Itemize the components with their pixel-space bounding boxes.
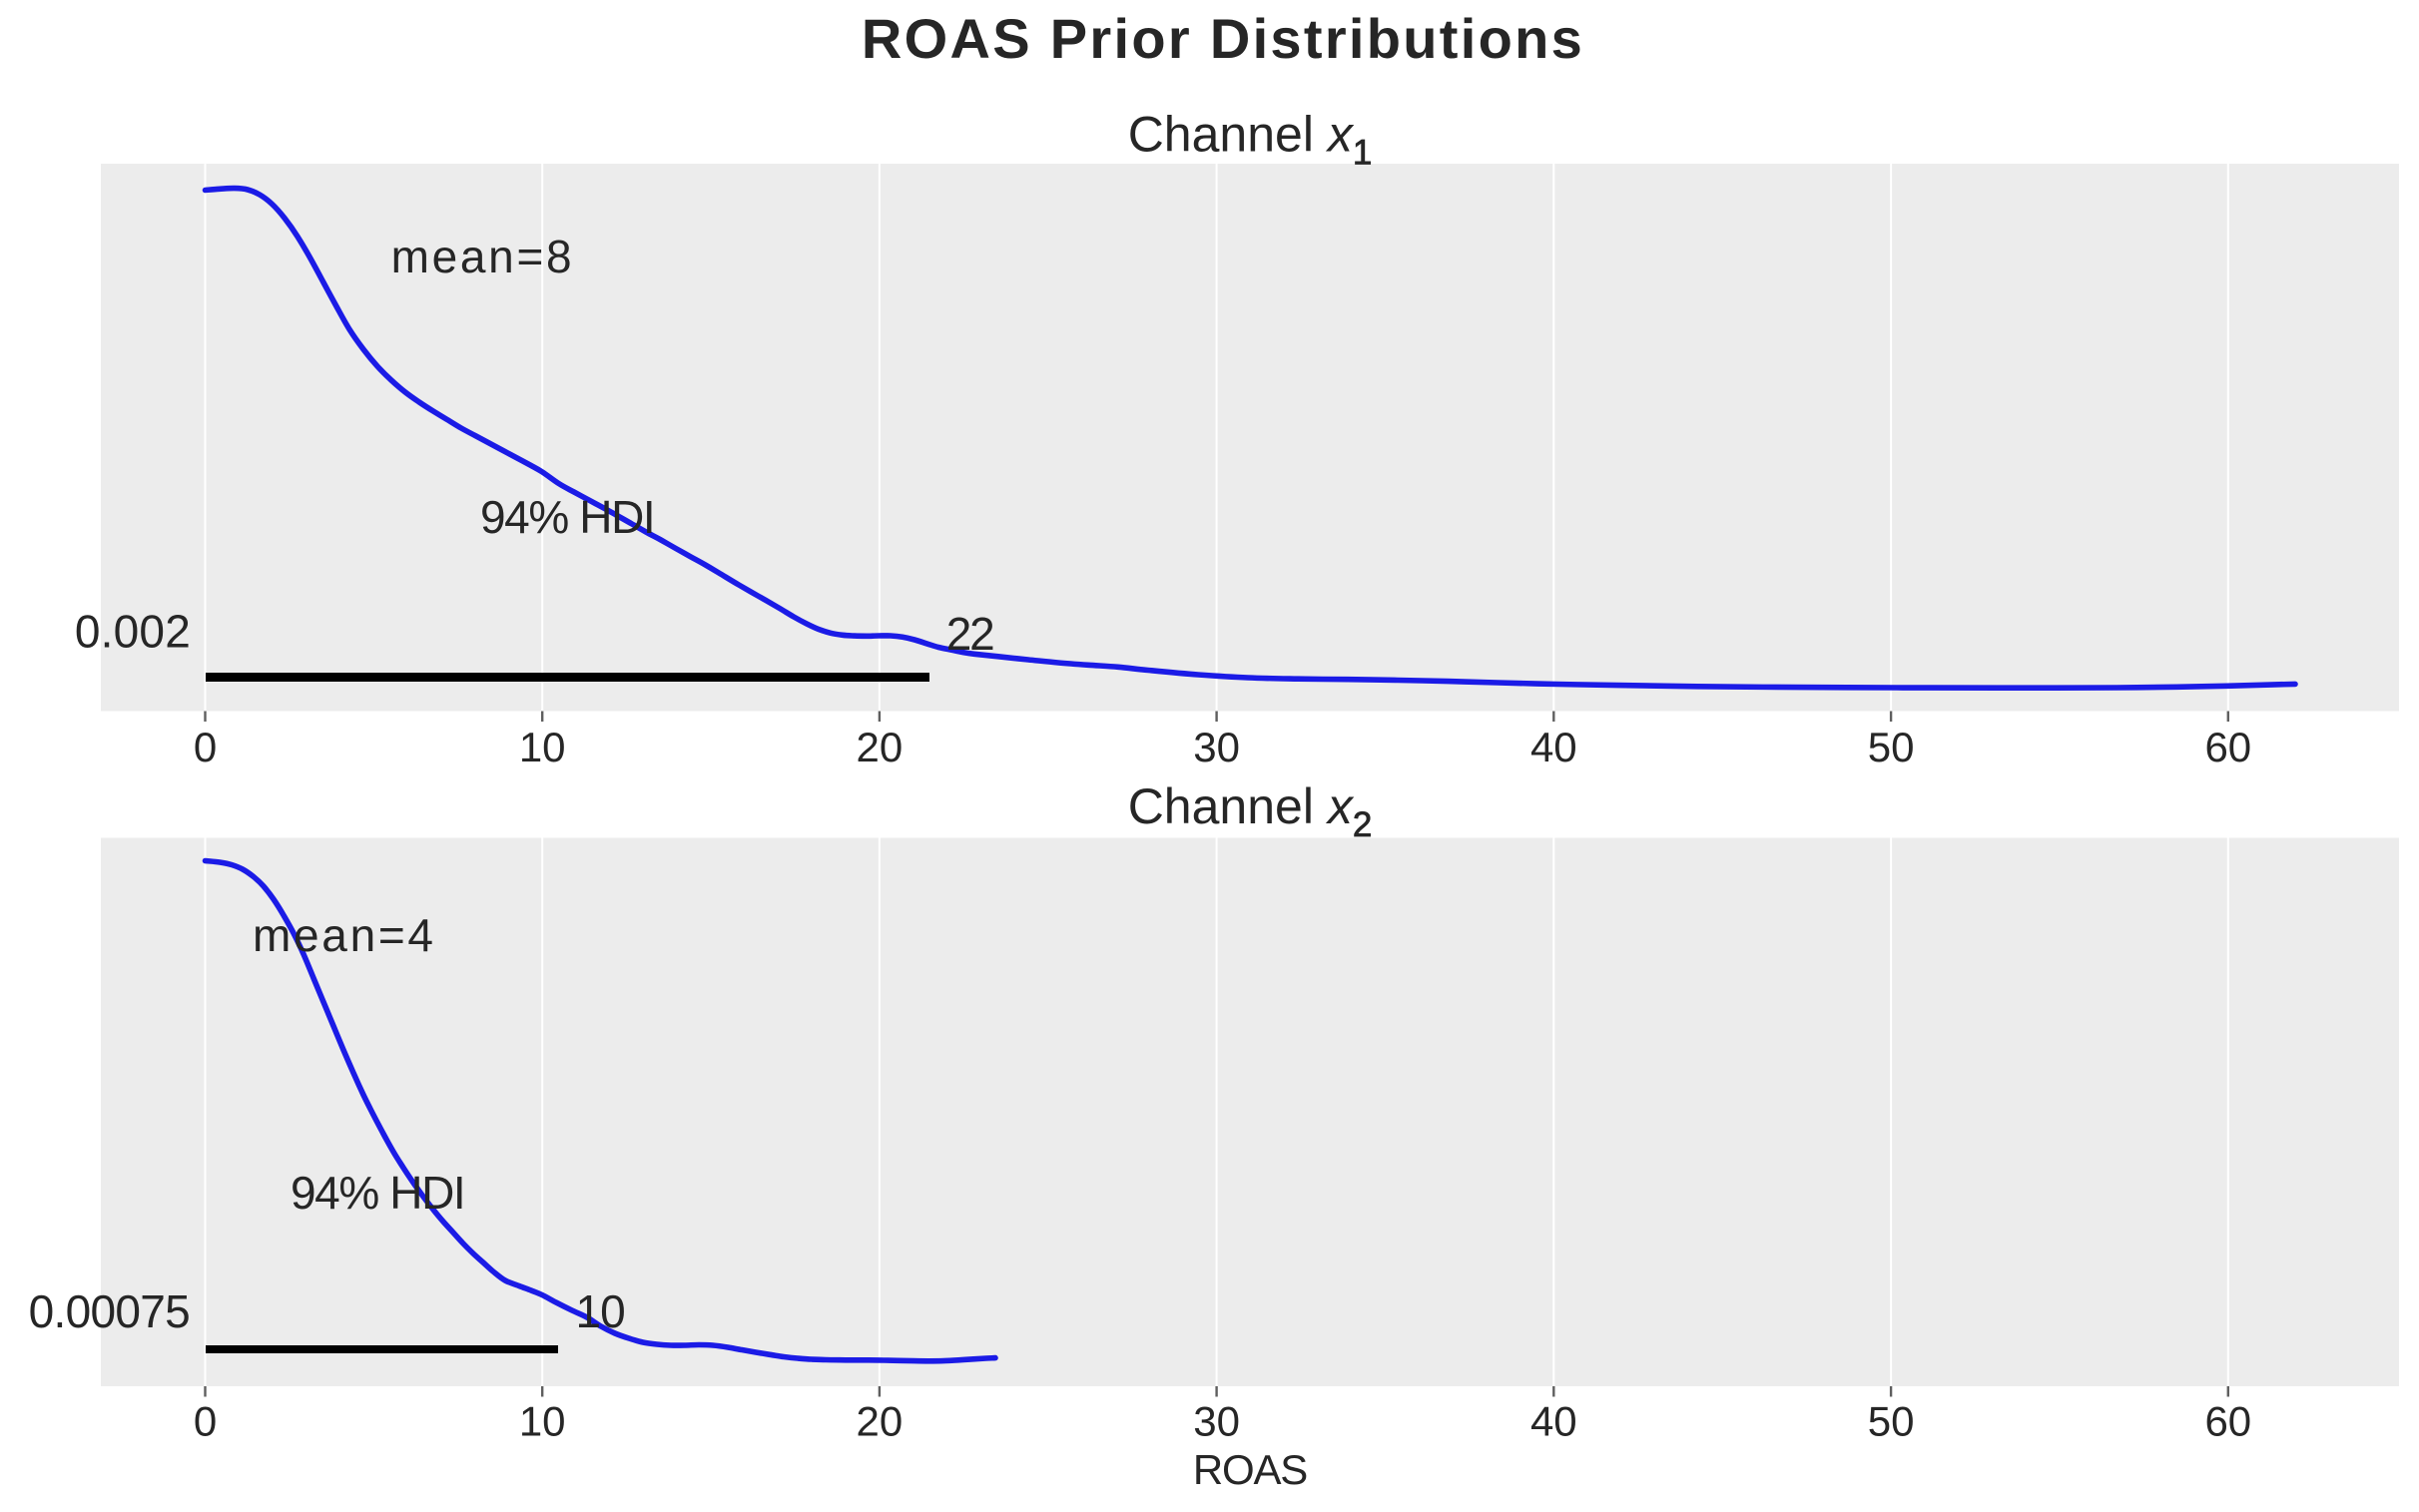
svg-text:10: 10	[519, 1398, 566, 1445]
svg-text:50: 50	[1868, 1398, 1915, 1445]
svg-text:mean=8: mean=8	[391, 231, 575, 282]
svg-text:40: 40	[1530, 1398, 1577, 1445]
svg-text:0: 0	[194, 1398, 217, 1445]
svg-text:0: 0	[194, 724, 217, 770]
svg-text:40: 40	[1530, 724, 1577, 770]
svg-text:22: 22	[946, 608, 993, 660]
svg-text:Channel x1: Channel x1	[1128, 107, 1373, 173]
svg-text:0.00075: 0.00075	[29, 1285, 190, 1337]
svg-text:60: 60	[2204, 1398, 2251, 1445]
svg-text:ROAS: ROAS	[1193, 1446, 1307, 1493]
svg-text:20: 20	[857, 724, 904, 770]
svg-text:mean=4: mean=4	[253, 909, 436, 961]
svg-text:94% HDI: 94% HDI	[291, 1167, 464, 1219]
svg-text:Channel x2: Channel x2	[1128, 778, 1373, 844]
svg-text:50: 50	[1868, 724, 1915, 770]
svg-text:20: 20	[857, 1398, 904, 1445]
svg-text:10: 10	[576, 1285, 625, 1337]
svg-text:60: 60	[2204, 724, 2251, 770]
svg-text:10: 10	[519, 724, 566, 770]
svg-text:30: 30	[1193, 724, 1240, 770]
svg-text:0.002: 0.002	[75, 606, 191, 658]
svg-text:94% HDI: 94% HDI	[480, 491, 654, 543]
svg-text:ROAS Prior Distributions: ROAS Prior Distributions	[862, 7, 1584, 70]
svg-text:30: 30	[1193, 1398, 1240, 1445]
